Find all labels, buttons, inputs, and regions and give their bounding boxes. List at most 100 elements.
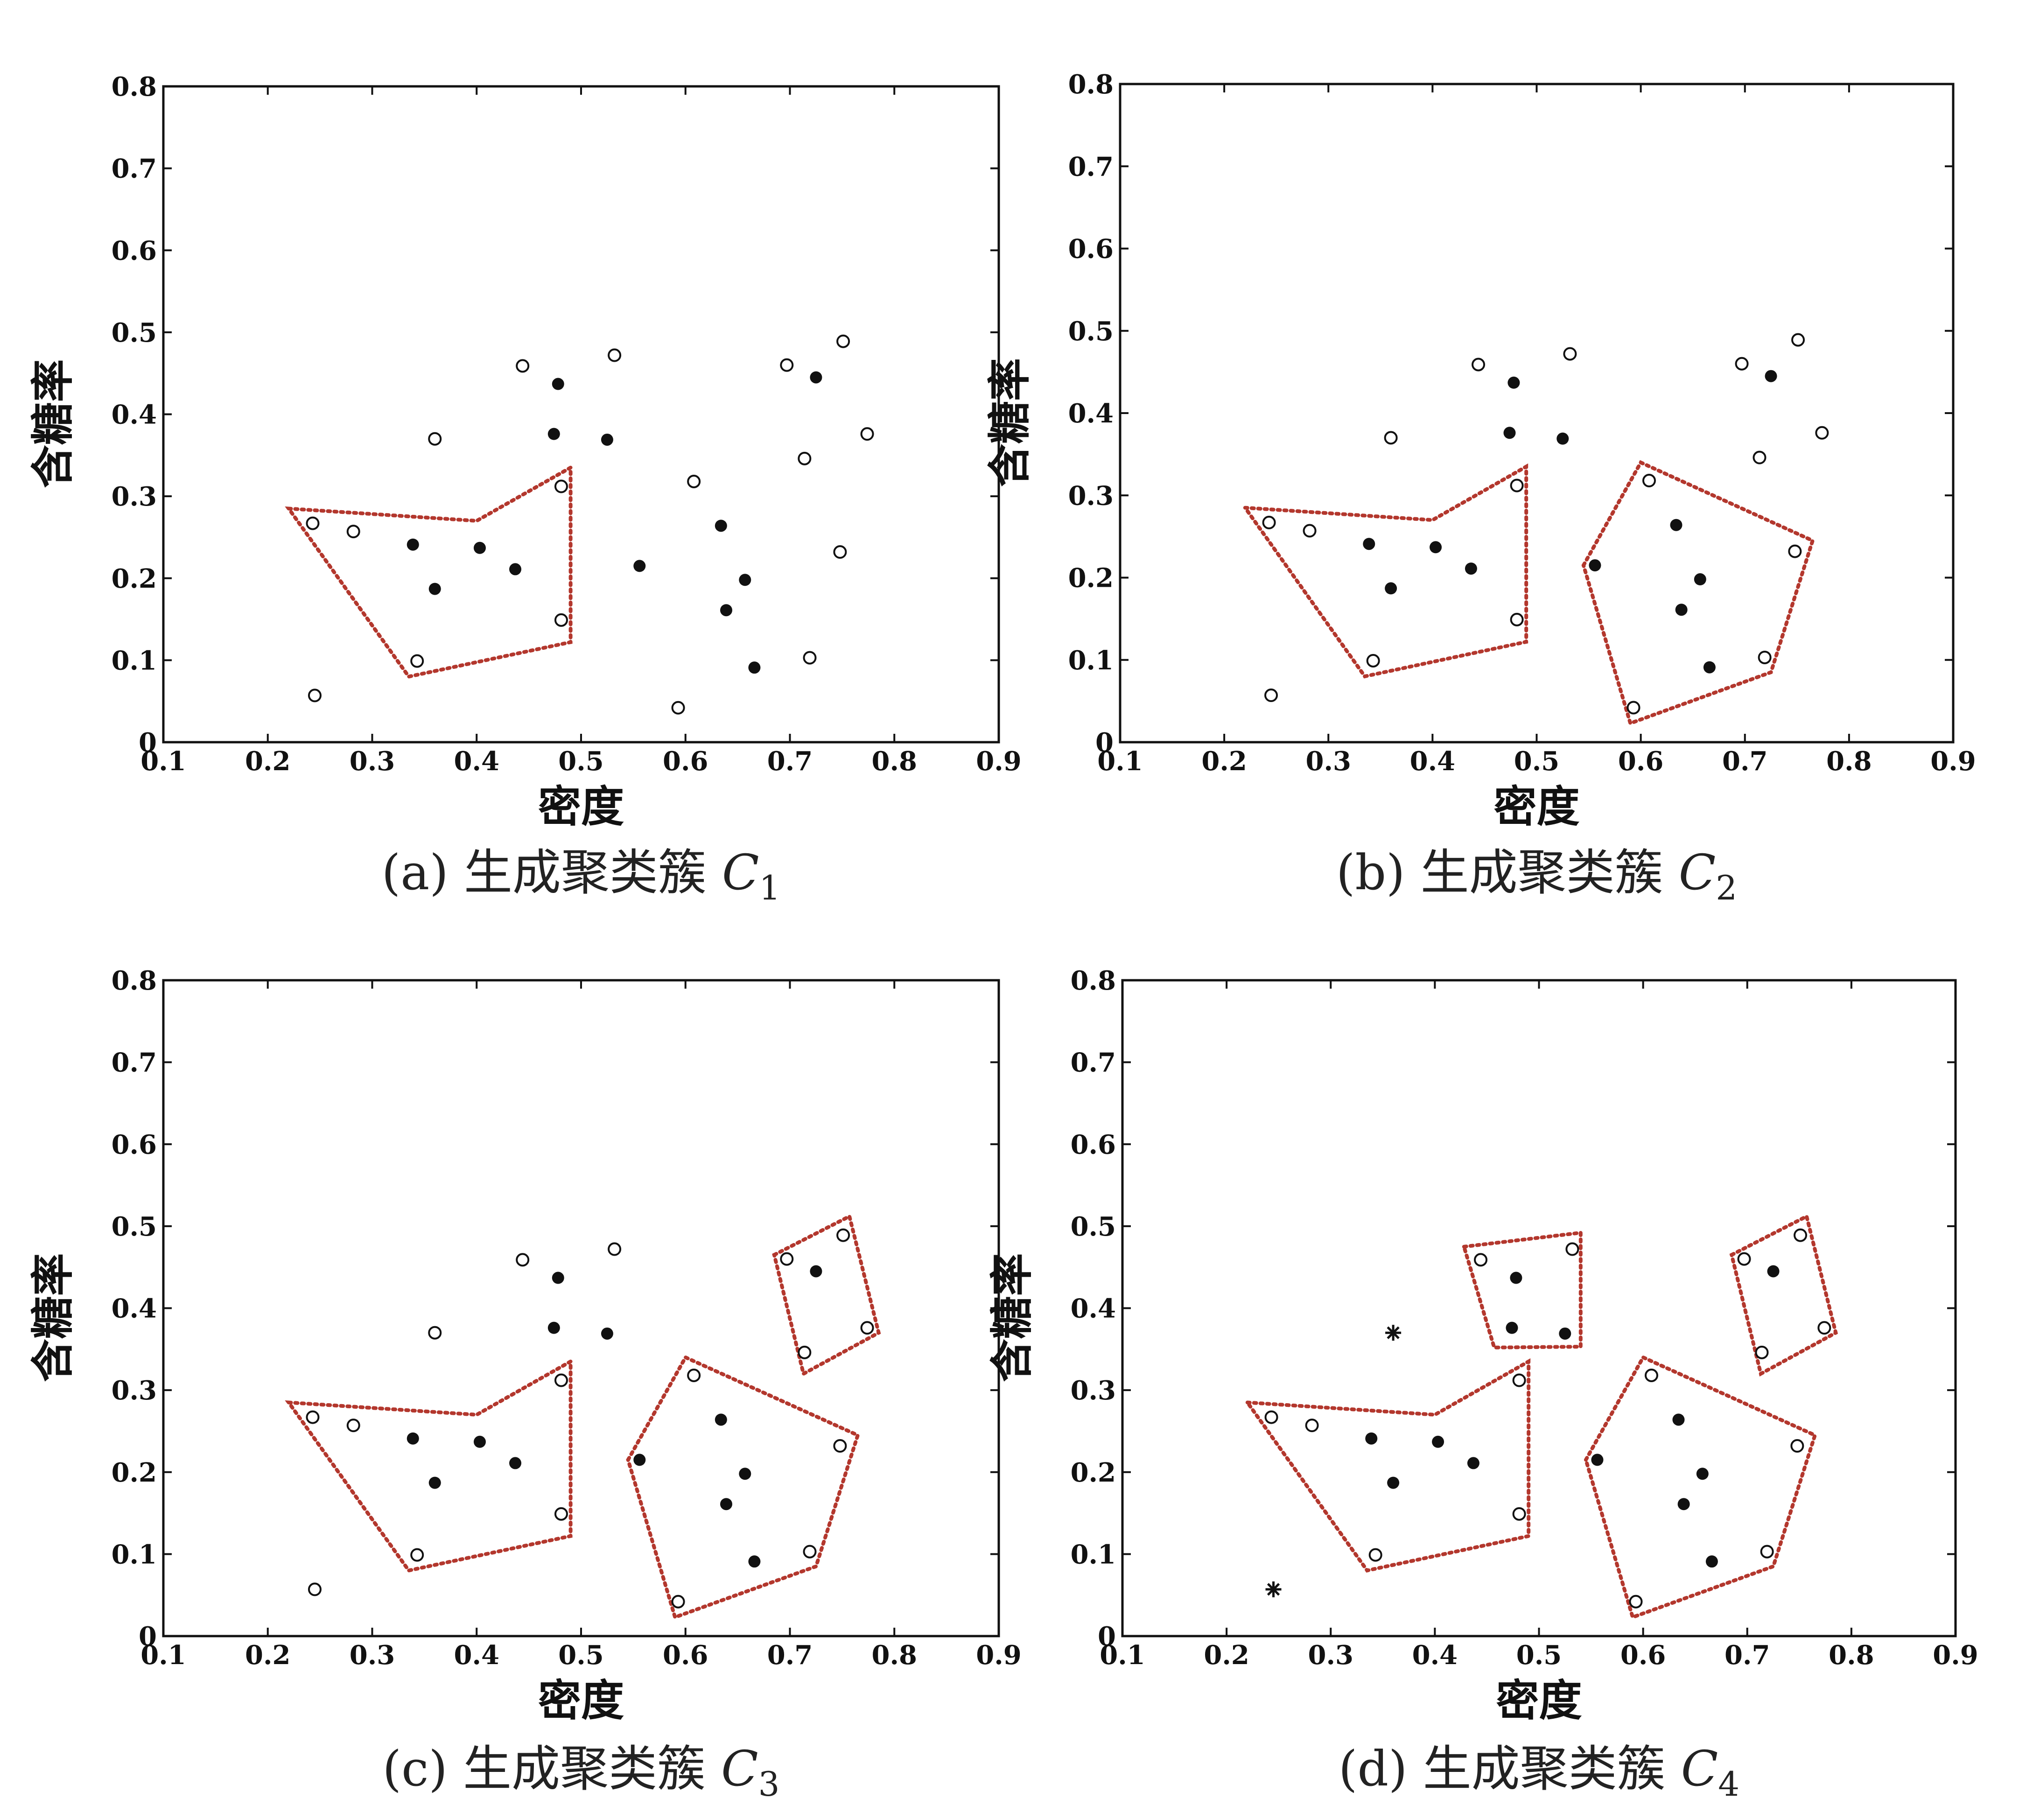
y-tick-label: 0.5 — [112, 317, 157, 348]
x-tick-label: 0.4 — [454, 1640, 499, 1671]
data-point-filled — [1591, 1454, 1604, 1466]
cluster-hull — [626, 1355, 860, 1620]
data-point-open — [671, 1595, 685, 1609]
data-point-filled — [407, 538, 419, 551]
x-tick-label: 0.2 — [245, 746, 290, 777]
data-point-open — [554, 479, 568, 493]
data-point-open — [1264, 1410, 1278, 1424]
x-tick-label: 0.3 — [350, 746, 395, 777]
caption-prefix: (c) 生成聚类簇 — [383, 1740, 722, 1797]
chart-panel-3: 0.1 0.2 0.3 0.4 0.5 0.6 0.7 0.8 0.900.10.20.30.4… — [28, 965, 1022, 1804]
data-point-filled — [509, 1457, 522, 1469]
y-tick-label: 0.6 — [112, 235, 157, 266]
data-point-open — [836, 1228, 850, 1242]
y-tick-label: 0.5 — [112, 1211, 157, 1242]
data-point-filled — [739, 1468, 751, 1480]
x-tick-label: 0.1 — [1100, 1640, 1145, 1671]
y-tick-label: 0.2 — [1071, 1457, 1116, 1488]
data-point-open — [1794, 1228, 1808, 1242]
chart-panel-2: 0.1 0.2 0.3 0.4 0.5 0.6 0.7 0.8 0.900.10.20.30.4… — [984, 69, 1976, 907]
data-point-open — [1264, 689, 1278, 703]
x-tick-label: 0.3 — [1306, 746, 1351, 777]
y-tick-label: 0.8 — [1068, 69, 1114, 100]
data-point-open — [1753, 450, 1767, 464]
y-tick-label: 0.4 — [112, 400, 157, 430]
data-point-open — [554, 1373, 568, 1387]
data-point-open — [1626, 701, 1640, 715]
y-tick-label: 0.2 — [112, 1457, 157, 1488]
data-point-open — [1790, 1439, 1804, 1453]
data-point-open — [798, 451, 812, 465]
y-tick-label: 0 — [1095, 727, 1114, 758]
y-tick-label: 0.6 — [1071, 1129, 1116, 1160]
panel-caption: (d) 生成聚类簇 C4 — [1339, 1740, 1739, 1804]
data-point-open — [1629, 1595, 1643, 1609]
y-tick-label: 0.8 — [1071, 965, 1116, 996]
data-point-open — [1758, 650, 1772, 664]
data-point-open — [1642, 474, 1656, 488]
data-point-filled — [1387, 1476, 1400, 1489]
data-point-open — [833, 545, 847, 559]
y-tick-label: 0.1 — [1068, 645, 1114, 676]
data-point-filled — [1589, 559, 1601, 572]
y-axis-label: 含糖率 — [28, 359, 78, 488]
chart-panel-4: 0.1 0.2 0.3 0.4 0.5 0.6 0.7 0.8 0.900.10.20.30.4… — [987, 965, 1978, 1804]
caption-variable: C — [1679, 844, 1716, 901]
data-point-filled — [473, 1435, 486, 1448]
y-tick-label: 0.7 — [1071, 1047, 1116, 1078]
panel-caption: (c) 生成聚类簇 C3 — [383, 1740, 780, 1804]
x-tick-label: 0.8 — [872, 1640, 917, 1671]
plot-frame — [1119, 83, 1955, 744]
data-point-filled — [720, 1498, 733, 1511]
x-axis-label: 密度 — [538, 781, 624, 832]
y-tick-label: 0.8 — [112, 965, 157, 996]
data-point-filled — [1672, 1413, 1685, 1426]
y-tick-label: 0.1 — [1071, 1539, 1116, 1570]
caption-variable: C — [722, 844, 759, 901]
data-point-open — [1737, 1252, 1751, 1266]
x-tick-label: 0.7 — [1722, 746, 1767, 777]
y-tick-label: 0.7 — [1068, 151, 1114, 182]
y-tick-label: 0 — [139, 1621, 157, 1652]
caption-subscript: 4 — [1718, 1764, 1739, 1804]
data-point-filled — [601, 433, 613, 446]
x-tick-label: 0.5 — [1516, 1640, 1562, 1671]
data-point-open — [410, 654, 424, 668]
x-tick-label: 0.9 — [976, 746, 1021, 777]
cluster-hull — [1581, 460, 1815, 726]
data-point-open — [860, 427, 874, 441]
caption-variable: C — [721, 1740, 758, 1797]
data-point-filled — [552, 1272, 564, 1284]
data-point-open — [346, 1419, 360, 1433]
data-point-open — [1303, 524, 1317, 538]
data-point-filled — [473, 541, 486, 554]
x-tick-label: 0.9 — [1933, 1640, 1978, 1671]
y-tick-label: 0.7 — [112, 154, 157, 184]
y-tick-label: 0.1 — [112, 645, 157, 676]
data-point-open — [1815, 426, 1829, 440]
plot-frame — [162, 85, 1000, 744]
data-point-open — [608, 1242, 622, 1256]
data-point-filled — [547, 428, 560, 440]
data-point-filled — [1677, 1498, 1690, 1511]
x-tick-label: 0.6 — [663, 1640, 708, 1671]
data-point-filled — [739, 574, 751, 586]
x-tick-label: 0.2 — [245, 1640, 290, 1671]
data-point-filled — [715, 1413, 727, 1426]
data-point-open — [306, 516, 320, 530]
y-tick-label: 0 — [1098, 1621, 1116, 1652]
y-tick-label: 0.3 — [112, 1375, 157, 1406]
cluster-hull — [1461, 1230, 1583, 1349]
data-point-star — [1265, 1581, 1282, 1597]
y-tick-label: 0.5 — [1068, 316, 1114, 347]
x-axis-label: 密度 — [1496, 1675, 1582, 1726]
data-point-filled — [715, 520, 727, 532]
data-point-open — [1366, 654, 1380, 668]
panel-caption: (b) 生成聚类簇 C2 — [1336, 844, 1737, 907]
data-point-filled — [1510, 1272, 1522, 1284]
data-point-filled — [547, 1321, 560, 1334]
data-point-open — [1510, 612, 1524, 626]
x-tick-label: 0.7 — [1725, 1640, 1770, 1671]
data-point-filled — [1465, 562, 1477, 575]
data-point-open — [516, 1253, 530, 1267]
